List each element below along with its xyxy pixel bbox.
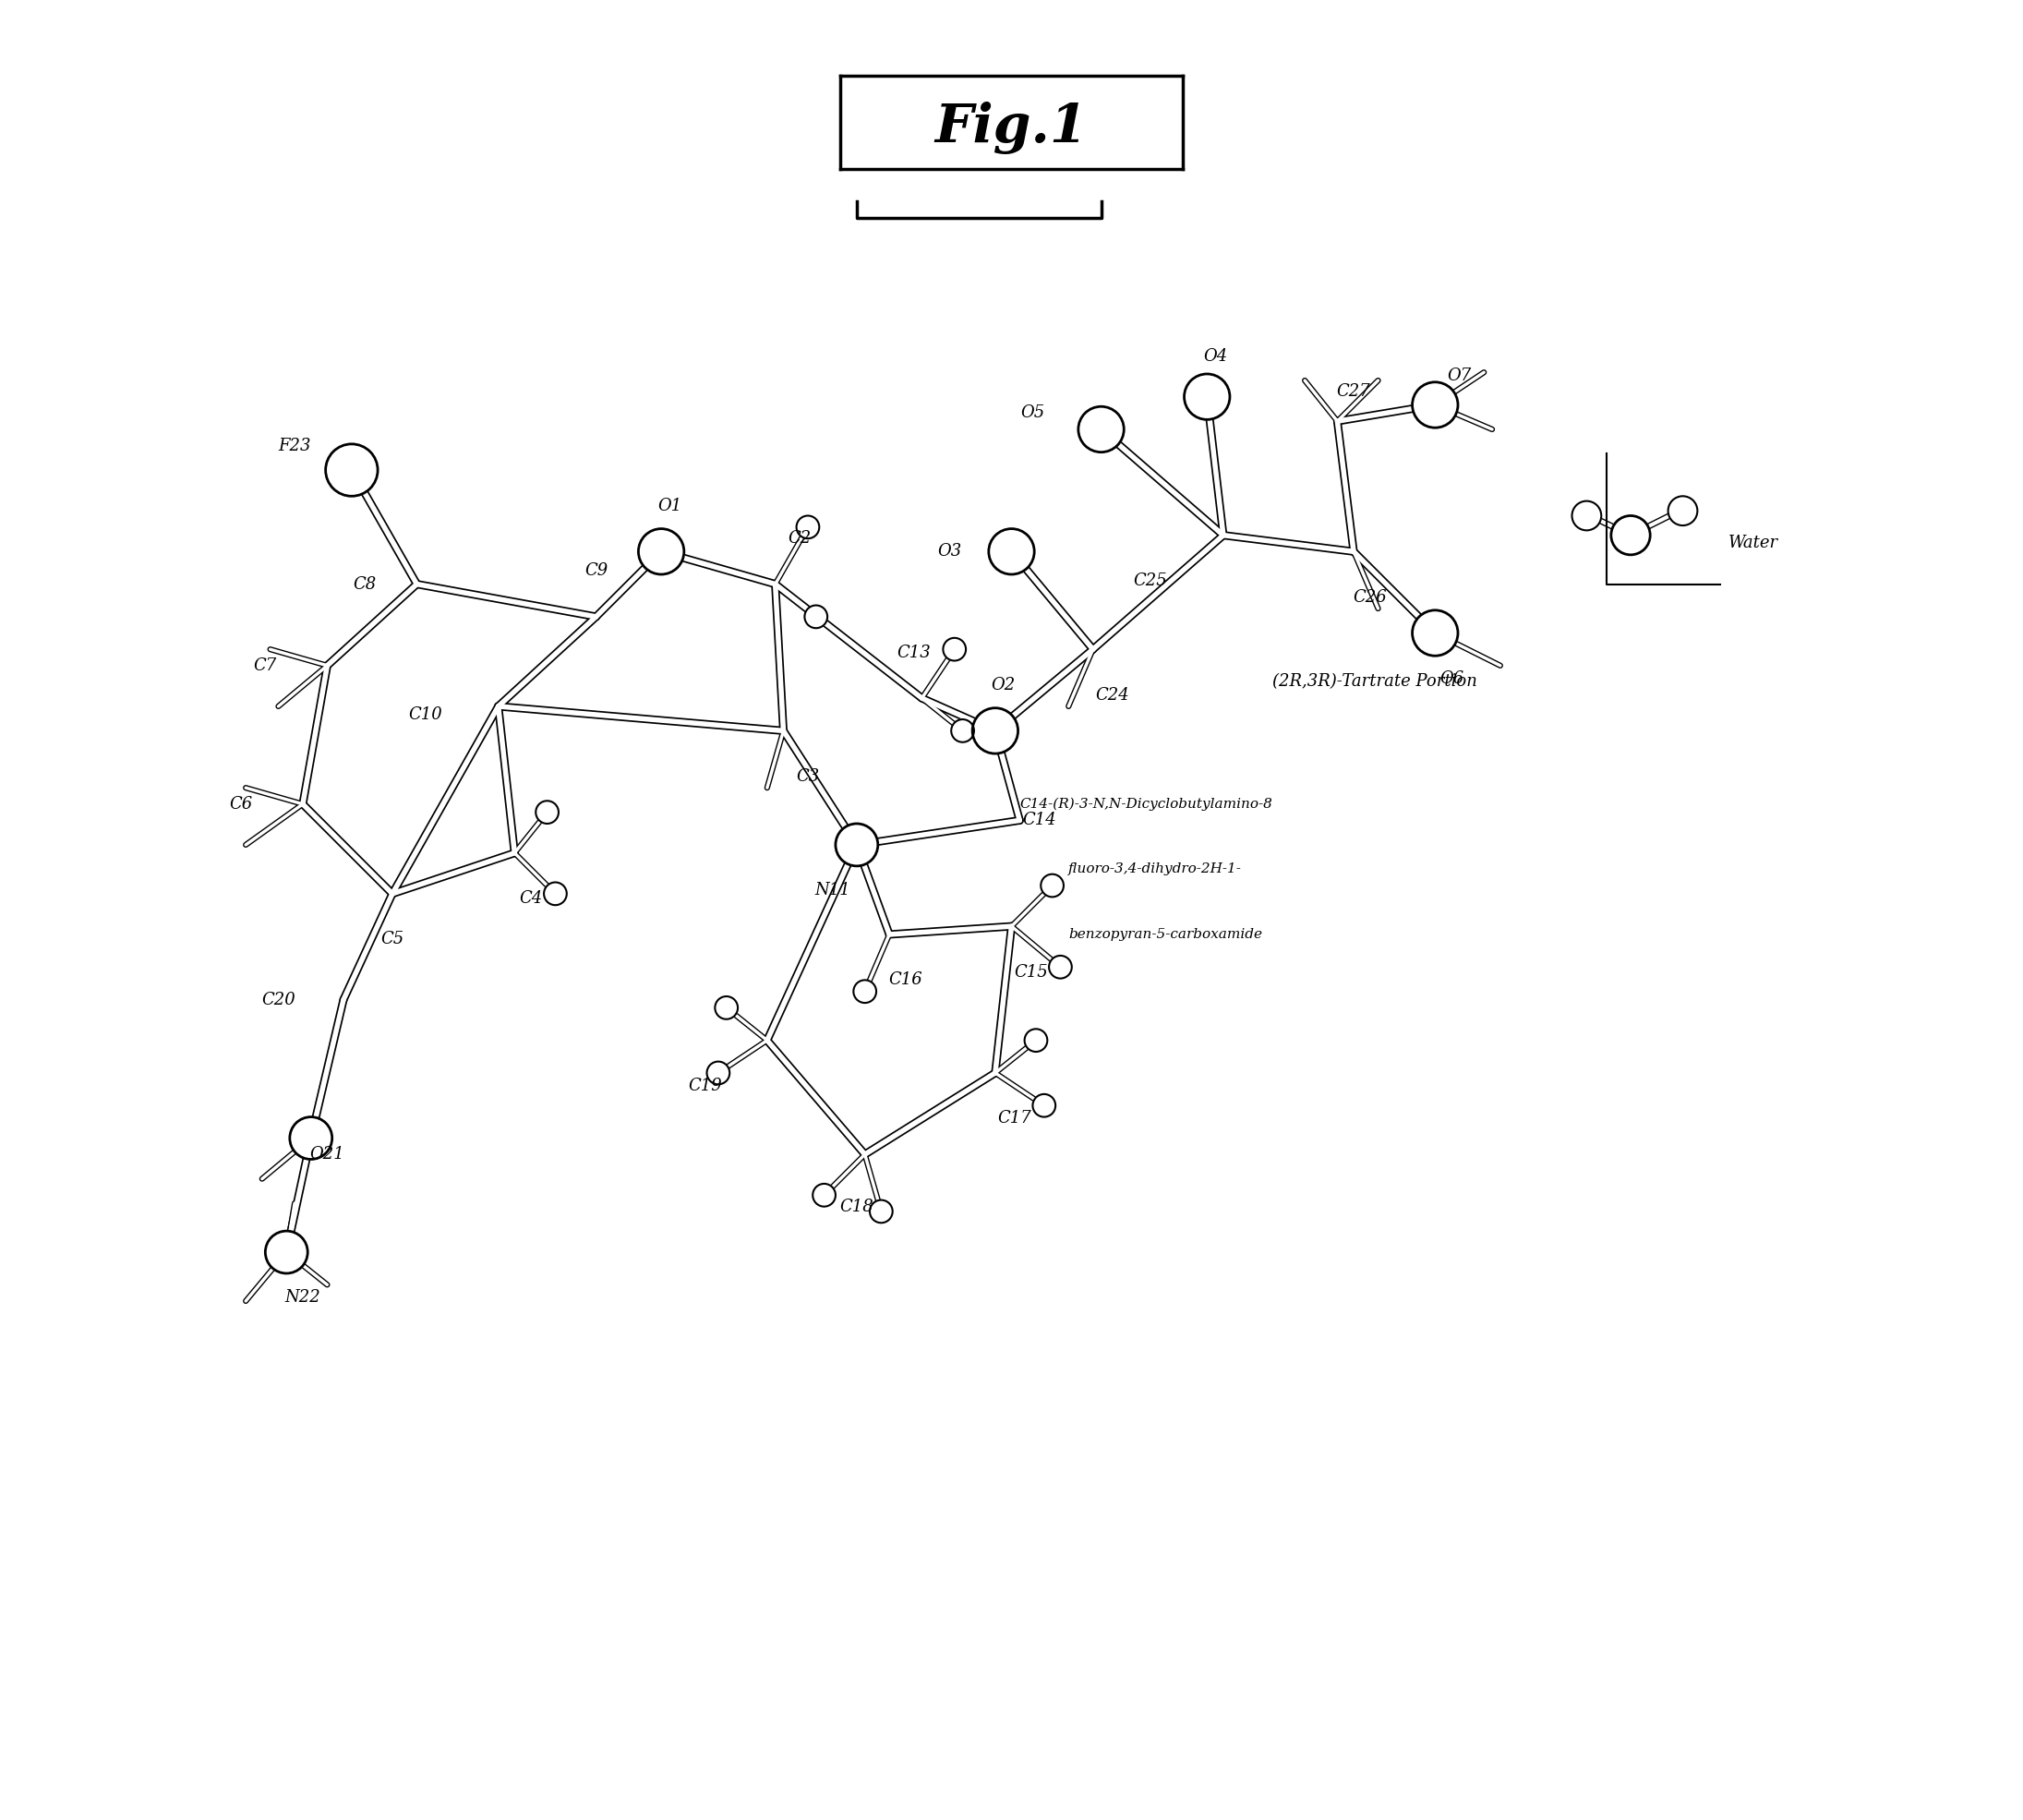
Text: C26: C26: [1353, 590, 1388, 606]
Circle shape: [326, 444, 378, 497]
Text: C2: C2: [789, 530, 811, 546]
Text: C9: C9: [585, 562, 607, 579]
Circle shape: [1412, 610, 1459, 655]
Text: C10: C10: [409, 706, 441, 723]
Text: O3: O3: [937, 542, 961, 561]
Text: C8: C8: [354, 575, 376, 593]
Text: O2: O2: [991, 677, 1016, 693]
Circle shape: [835, 824, 878, 866]
Circle shape: [1024, 1028, 1048, 1052]
Text: C14: C14: [1022, 812, 1056, 828]
Text: N22: N22: [285, 1290, 322, 1307]
Text: O5: O5: [1020, 404, 1044, 422]
Circle shape: [813, 1183, 835, 1207]
Circle shape: [1669, 497, 1697, 526]
Circle shape: [639, 530, 684, 575]
Circle shape: [870, 1199, 892, 1223]
Circle shape: [973, 708, 1018, 753]
Circle shape: [805, 606, 827, 628]
Text: O21: O21: [310, 1147, 344, 1163]
Text: O1: O1: [657, 497, 682, 515]
Circle shape: [706, 1061, 730, 1085]
Text: C7: C7: [253, 657, 277, 673]
Text: C27: C27: [1337, 384, 1372, 400]
Text: F23: F23: [279, 437, 312, 453]
Circle shape: [1572, 501, 1602, 530]
Text: C6: C6: [229, 795, 253, 812]
Circle shape: [854, 979, 876, 1003]
Text: C24: C24: [1096, 686, 1129, 703]
Text: C4: C4: [520, 890, 542, 906]
Text: O6: O6: [1438, 670, 1463, 686]
Text: C17: C17: [997, 1110, 1032, 1127]
Circle shape: [1050, 956, 1072, 979]
Text: C18: C18: [840, 1198, 874, 1216]
Text: O4: O4: [1204, 348, 1228, 364]
Text: benzopyran-5-carboxamide: benzopyran-5-carboxamide: [1068, 928, 1262, 941]
Text: C13: C13: [896, 644, 931, 661]
Text: C15: C15: [1014, 963, 1048, 981]
Circle shape: [1412, 382, 1459, 428]
Circle shape: [1040, 874, 1064, 897]
Circle shape: [797, 515, 819, 539]
Circle shape: [714, 996, 738, 1019]
Circle shape: [289, 1117, 332, 1159]
Circle shape: [1183, 373, 1230, 420]
Text: O7: O7: [1446, 368, 1471, 384]
Text: (2R,3R)-Tartrate Portion: (2R,3R)-Tartrate Portion: [1272, 673, 1477, 690]
Circle shape: [1610, 515, 1651, 555]
Circle shape: [265, 1230, 307, 1274]
Circle shape: [989, 530, 1034, 575]
Text: C19: C19: [688, 1077, 722, 1094]
Text: C14-(R)-3-N,N-Dicyclobutylamino-8: C14-(R)-3-N,N-Dicyclobutylamino-8: [1020, 797, 1272, 810]
Text: C5: C5: [380, 932, 405, 948]
Circle shape: [1032, 1094, 1056, 1117]
Circle shape: [951, 719, 973, 743]
Text: fluoro-3,4-dihydro-2H-1-: fluoro-3,4-dihydro-2H-1-: [1068, 863, 1242, 875]
Text: C25: C25: [1133, 573, 1167, 590]
Circle shape: [943, 637, 965, 661]
Text: Fig.1: Fig.1: [935, 102, 1088, 155]
Text: C20: C20: [261, 992, 295, 1008]
Circle shape: [544, 883, 566, 905]
Circle shape: [536, 801, 558, 824]
Circle shape: [1078, 406, 1125, 451]
Text: C3: C3: [797, 768, 819, 784]
Text: Water: Water: [1728, 535, 1778, 551]
Text: N11: N11: [815, 883, 850, 899]
Text: C16: C16: [888, 972, 922, 988]
